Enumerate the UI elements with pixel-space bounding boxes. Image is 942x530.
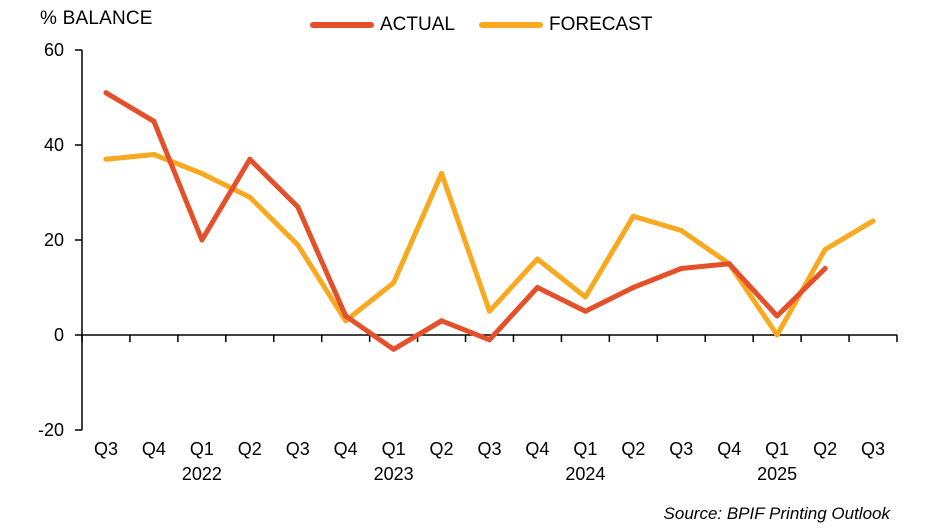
x-tick-label: Q1	[190, 439, 214, 459]
x-year-label: 2022	[182, 464, 222, 484]
data-point-forecast	[822, 247, 828, 252]
x-tick-label: Q2	[813, 439, 837, 459]
y-tick-label: 40	[44, 135, 64, 155]
data-point-actual	[678, 266, 684, 271]
x-year-label: 2024	[565, 464, 605, 484]
x-tick-label: Q2	[430, 439, 454, 459]
source-note: Source: BPIF Printing Outlook	[663, 504, 890, 523]
data-point-actual	[822, 266, 828, 271]
data-point-forecast	[534, 256, 540, 262]
y-tick-label: 0	[54, 325, 64, 345]
data-point-forecast	[870, 218, 876, 224]
x-tick-label: Q2	[238, 439, 262, 459]
legend-label-forecast: FORECAST	[548, 14, 653, 35]
data-point-actual	[343, 313, 349, 319]
series-line-actual	[103, 90, 828, 352]
data-point-forecast	[439, 171, 445, 176]
data-point-actual	[630, 285, 636, 290]
x-tick-label: Q1	[765, 439, 789, 459]
data-point-forecast	[151, 152, 157, 157]
x-tick-label: Q3	[286, 439, 310, 459]
x-tick-label: Q4	[717, 439, 741, 459]
x-tick-label: Q4	[334, 439, 358, 459]
legend: ACTUAL FORECAST	[310, 14, 676, 36]
data-point-forecast	[678, 228, 684, 233]
x-tick-label: Q3	[94, 439, 118, 459]
data-point-actual	[295, 204, 301, 210]
data-point-forecast	[391, 280, 397, 286]
x-tick-label: Q2	[621, 439, 645, 459]
legend-swatch-actual	[310, 22, 374, 28]
data-point-actual	[151, 118, 157, 124]
data-point-actual	[391, 346, 397, 352]
data-point-actual	[103, 90, 109, 96]
x-tick-label: Q3	[477, 439, 501, 459]
data-point-forecast	[295, 242, 301, 248]
legend-item-forecast: FORECAST	[478, 14, 653, 36]
x-tick-label: Q3	[669, 439, 693, 459]
data-point-forecast	[103, 156, 109, 162]
data-point-actual	[582, 308, 588, 314]
data-point-actual	[774, 313, 780, 319]
x-tick-label: Q1	[382, 439, 406, 459]
x-tick-label: Q1	[573, 439, 597, 459]
y-tick-label: 20	[44, 230, 64, 250]
data-point-forecast	[247, 194, 253, 200]
data-point-forecast	[487, 308, 492, 314]
x-year-label: 2025	[757, 464, 797, 484]
data-point-actual	[726, 261, 732, 267]
x-year-label: 2023	[374, 464, 414, 484]
data-point-forecast	[582, 294, 588, 300]
y-tick-label: -20	[38, 420, 64, 440]
x-tick-label: Q4	[525, 439, 549, 459]
legend-label-actual: ACTUAL	[380, 14, 455, 35]
x-tick-label: Q4	[142, 439, 166, 459]
data-point-actual	[247, 156, 253, 162]
series-line-forecast	[103, 152, 876, 338]
data-point-actual	[487, 337, 492, 343]
data-point-actual	[534, 285, 540, 290]
data-point-actual	[199, 237, 205, 243]
data-point-actual	[439, 318, 445, 324]
y-tick-label: 60	[44, 40, 64, 60]
legend-swatch-forecast	[478, 22, 543, 28]
data-point-forecast	[774, 332, 780, 338]
y-axis-title: % BALANCE	[40, 8, 153, 29]
legend-item-actual: ACTUAL	[310, 14, 455, 36]
data-point-forecast	[199, 171, 205, 176]
x-tick-label: Q3	[861, 439, 885, 459]
data-point-forecast	[630, 213, 636, 219]
